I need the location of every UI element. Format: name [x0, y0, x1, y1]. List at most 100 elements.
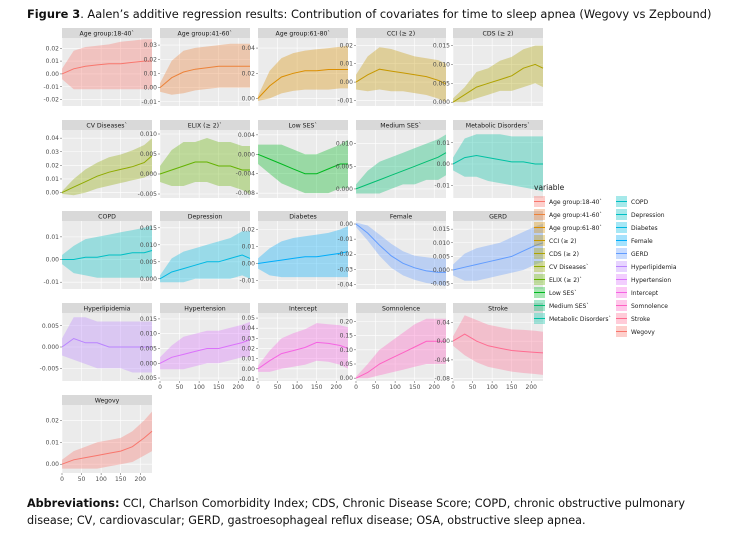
- facet-strip: [258, 120, 348, 130]
- facet-strip-label: Age group:18-40`: [79, 30, 134, 38]
- legend-item: COPD: [616, 196, 649, 207]
- estimate-line: [159, 339, 251, 364]
- facet-strip: [62, 211, 152, 221]
- y-tick-label: 0.005: [140, 151, 157, 158]
- estimate-line: [257, 69, 348, 99]
- confidence-band: [356, 318, 446, 379]
- facet-strip: [356, 211, 446, 221]
- x-tick-label: 0: [451, 384, 455, 391]
- y-tick-label: 0.01: [242, 244, 256, 251]
- legend-label: Intercept: [631, 290, 659, 297]
- facet-panel: Age group:41-60` -0.01 0.00 0.01 0.02 0.03: [141, 28, 250, 106]
- facet-strip-label: Somnolence: [382, 306, 420, 313]
- facet-strip-label: Hypertension: [184, 306, 225, 313]
- plot-background: [356, 130, 446, 198]
- facet-panel: COPD -0.01 0.00 0.01: [43, 211, 153, 289]
- y-tick-label: 0.02: [242, 227, 256, 234]
- facet-strip: [160, 303, 250, 313]
- facet-panel: Hyperlipidemia -0.005 0.000 0.005: [40, 303, 152, 381]
- estimate-line: [452, 242, 544, 271]
- legend-label: CDS (≥ 2): [549, 251, 579, 258]
- legend-label: Age group:61-80`: [549, 225, 602, 232]
- legend: variable Age group:18-40` Age group:41-60`…: [534, 183, 677, 337]
- facet-panel: GERD -0.005 0.000 0.005 0.010 0.015: [431, 211, 544, 289]
- confidence-band: [258, 226, 348, 278]
- confidence-band: [356, 134, 446, 194]
- plot-background: [62, 38, 152, 106]
- confidence-band: [258, 45, 348, 101]
- x-tick-label: 50: [78, 476, 86, 483]
- y-tick-label: -0.01: [434, 182, 450, 189]
- legend-item: Hyperlipidemia: [616, 261, 677, 272]
- facet-strip-label: CDS (≥ 2): [483, 31, 514, 38]
- y-tick-label: -0.01: [239, 278, 255, 285]
- x-tick-label: 150: [506, 384, 518, 391]
- y-tick-label: 0.03: [144, 42, 158, 49]
- facet-strip-label: Hyperlipidemia: [84, 306, 131, 313]
- y-tick-label: 0.000: [336, 186, 353, 193]
- legend-label: Metabolic Disorders`: [549, 316, 611, 323]
- x-tick-label: 150: [409, 384, 421, 391]
- x-tick-label: 50: [176, 384, 184, 391]
- estimate-line: [355, 152, 447, 190]
- y-tick-label: 0.02: [340, 42, 354, 49]
- x-tick-label: 100: [389, 384, 401, 391]
- y-tick-label: 0.015: [433, 226, 450, 233]
- y-tick-label: 0.005: [42, 323, 59, 330]
- legend-item: Age group:18-40`: [534, 196, 602, 207]
- y-tick-label: 0.03: [242, 335, 256, 342]
- legend-item: Age group:41-60`: [534, 209, 602, 220]
- legend-label: Medium SES`: [549, 303, 589, 310]
- legend-label: Hyperlipidemia: [631, 264, 677, 271]
- legend-item: CCI (≥ 2): [534, 235, 577, 246]
- figure-label: Figure 3: [27, 7, 81, 21]
- y-tick-label: 0.010: [140, 331, 157, 338]
- facet-panel: Stroke -0.08 -0.04 0.00 0.04 0 50 100 150 200: [434, 303, 544, 391]
- legend-item: Stroke: [616, 313, 650, 324]
- y-tick-label: 0.00: [242, 261, 256, 268]
- y-tick-label: -0.01: [43, 84, 59, 91]
- x-tick-label: 0: [256, 384, 260, 391]
- confidence-band: [453, 134, 543, 192]
- y-tick-label: -0.008: [236, 190, 256, 197]
- facet-strip: [160, 211, 250, 221]
- facet-strip-label: Diabetes: [289, 214, 316, 221]
- facet-strip: [62, 120, 152, 130]
- y-tick-label: -0.04: [434, 357, 450, 364]
- legend-item: Low SES`: [534, 287, 577, 298]
- facet-strip-label: Stroke: [488, 306, 508, 313]
- legend-label: CV Diseases`: [549, 264, 589, 271]
- facet-panel: CCI (≥ 2) -0.01 0.00 0.01 0.02: [337, 28, 447, 106]
- facet-strip-label: GERD: [489, 214, 507, 221]
- facet-strip: [356, 28, 446, 38]
- y-tick-label: 0.010: [140, 131, 157, 138]
- y-tick-label: 0.000: [238, 151, 255, 158]
- y-tick-label: 0.00: [46, 190, 60, 197]
- plot-background: [62, 130, 152, 198]
- y-tick-label: -0.01: [239, 376, 255, 383]
- facet-strip-label: Metabolic Disorders`: [466, 122, 530, 130]
- y-tick-label: -0.03: [337, 266, 353, 273]
- x-tick-label: 150: [213, 384, 225, 391]
- y-tick-label: 0.01: [242, 356, 256, 363]
- x-tick-label: 150: [115, 476, 127, 483]
- y-tick-label: 0.01: [340, 61, 354, 68]
- y-tick-label: 0.00: [46, 71, 60, 78]
- plot-background: [160, 221, 250, 289]
- y-tick-label: 0.01: [46, 176, 60, 183]
- facet-strip-label: Medium SES`: [380, 122, 422, 130]
- estimate-line: [159, 161, 250, 175]
- facet-panel: Somnolence 0.00 0.05 0.10 0.15 0.20 0 50 100 150 2…: [340, 303, 446, 391]
- legend-label: Age group:18-40`: [549, 199, 602, 206]
- estimate-line: [452, 333, 544, 354]
- facet-panel: CV Diseases` 0.00 0.01 0.02 0.03 0.04: [46, 120, 153, 198]
- plot-background: [62, 405, 152, 473]
- plot-background: [453, 313, 543, 381]
- y-tick-label: 0.00: [340, 79, 354, 86]
- legend-label: Diabetes: [631, 225, 658, 232]
- y-tick-label: 0.00: [46, 461, 60, 468]
- plot-background: [453, 221, 543, 289]
- estimate-line: [355, 340, 446, 379]
- estimate-line: [452, 154, 543, 165]
- y-tick-label: -0.04: [337, 281, 353, 288]
